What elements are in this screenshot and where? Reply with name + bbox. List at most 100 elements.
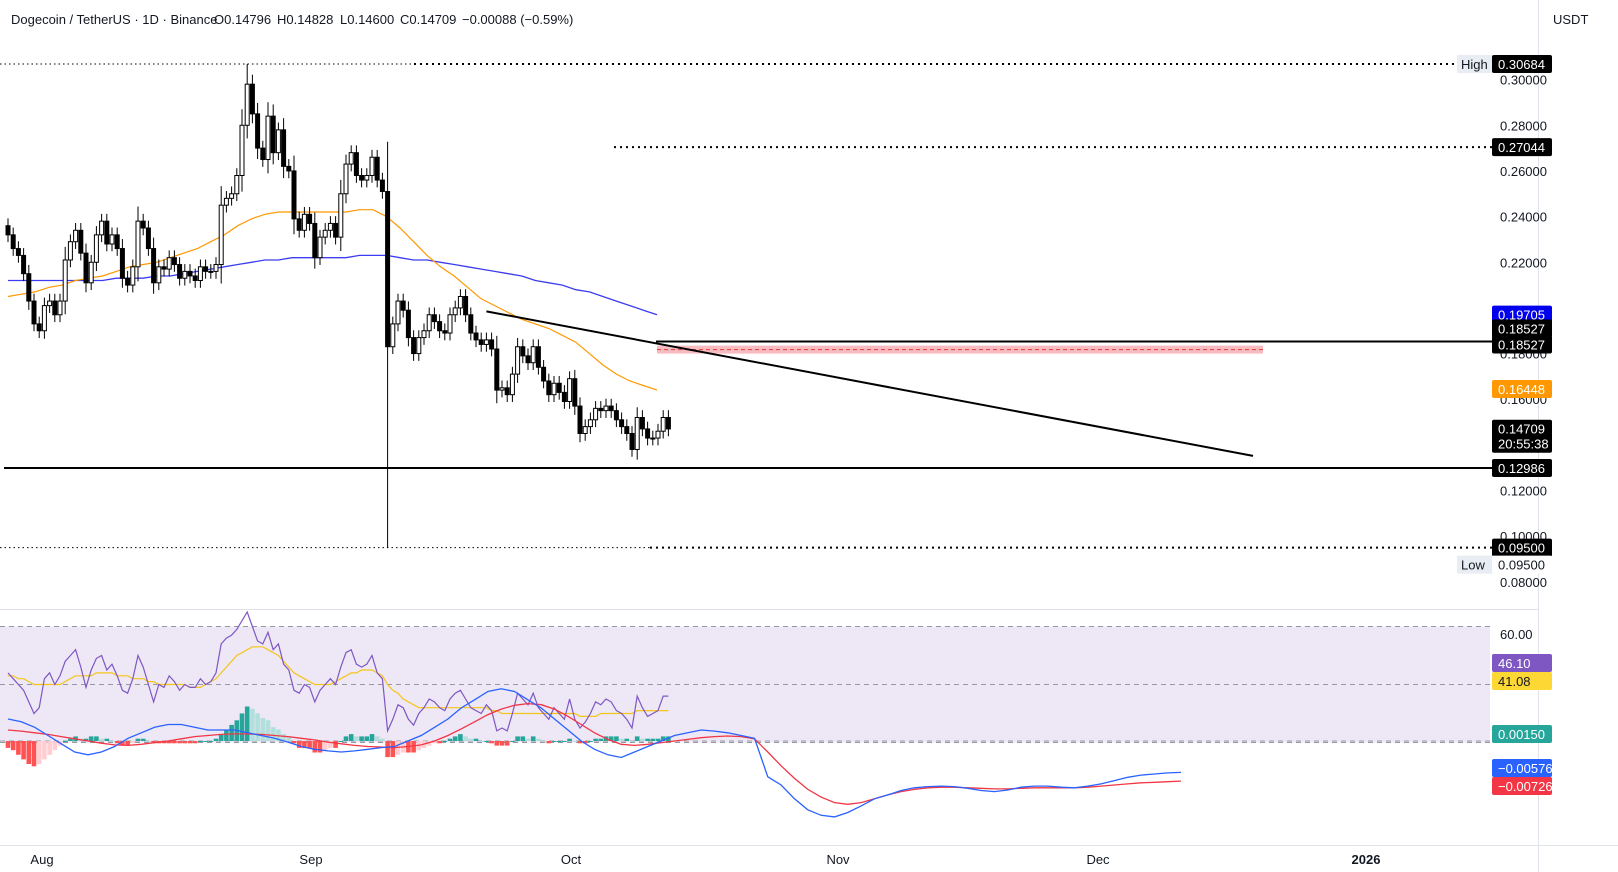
candle-body [286,165,292,172]
candle-body [145,227,151,250]
candle-body [468,314,474,334]
time-axis[interactable]: Aug Sep Oct Nov Dec 2026 [30,852,1380,867]
price-label-text: 0.14709 [1498,422,1545,437]
price-label-bg [1492,434,1552,453]
candle-body [494,348,500,391]
candle-body [218,204,224,266]
macd-hist-bar [510,741,515,742]
macd-hist-bar [598,738,604,741]
macd-hist-bar [114,741,120,744]
indicator-label-macd-value: −0.00576 [1492,759,1553,777]
ohlc-high: H0.14828 [277,12,333,27]
candle-body [587,419,593,428]
candle-body [130,266,136,286]
macd-hist-bar [645,738,650,741]
macd-hist-bar [120,741,125,746]
candle-body [93,234,99,263]
candle-body [525,355,531,364]
candle-body [161,266,167,270]
symbol-title[interactable]: Dogecoin / TetherUS · 1D · Binance [11,12,217,27]
candle-body [348,152,354,165]
candle-body [478,339,484,345]
macd-hist-bar [99,738,104,741]
ohlc-open: O0.14796 [214,12,271,27]
price-label-prefix: High [1461,57,1488,72]
candle-body [135,220,141,268]
candle-body [603,405,609,412]
macd-hist-bar [47,741,52,755]
indicator-label-signal-value: −0.00726 [1492,777,1553,795]
candle-body [5,225,11,236]
candle-body [104,220,110,245]
ohlc-low: L0.14600 [340,12,394,27]
candle-body [390,323,396,348]
macd-hist-bar [88,736,94,741]
signal-line [7,702,1182,805]
macd-hist-bar [125,741,130,746]
candle-body [405,309,411,339]
candle-body [421,330,427,339]
indicator-label-macd-hist: 0.00150 [1492,725,1552,743]
macd-hist-bar [520,736,526,741]
macd-hist-bar [146,741,151,742]
macd-hist-bar [224,729,229,741]
candle-body [234,175,240,195]
trendline[interactable] [486,310,1254,457]
candle-body [255,113,261,149]
macd-hist-bar [270,727,276,741]
candle-body [608,405,614,412]
macd-hist-bar [354,736,359,741]
candle-body [426,314,432,332]
macd-hist-bar [333,741,338,748]
candlesticks [5,64,671,548]
candle-body [327,222,333,231]
price-label-ma50: 0.16448 [1492,380,1552,399]
macd-hist-bar [359,736,364,741]
candle-body [385,190,391,348]
candle-body [567,378,573,403]
macd-hist-bar [208,741,214,742]
indicator-label-text: 0.00150 [1498,727,1545,742]
price-label-prefix-bg [1457,55,1493,73]
candle-body [624,426,630,434]
candle-body [265,115,271,161]
macd-hist-bar [442,741,448,742]
indicator-label-rsi-ma: 41.08 [1492,672,1552,690]
macd-hist-bar [608,736,614,741]
price-tick: 0.08000 [1500,575,1547,590]
price-label-low-tag: Low 0.09500 [1457,555,1552,574]
candle-body [270,115,276,154]
macd-hist-bar [546,741,552,744]
candle-body [416,337,422,355]
resistance-zone [657,345,1263,354]
macd-pane [0,688,1490,818]
candle-body [411,337,417,355]
macd-hist-bar [655,738,661,741]
price-label-support: 0.12986 [1492,459,1552,478]
macd-hist-bar [369,734,375,741]
candle-body [203,266,209,272]
candle-body [343,163,349,195]
candle-body [249,83,255,115]
downtrend-line[interactable] [486,310,1254,457]
candle-body [457,296,463,309]
candle-body [275,129,281,154]
currency-label[interactable]: USDT [1553,12,1588,27]
macd-hist-bar [588,741,593,742]
price-label-prefix: Low [1461,558,1485,573]
candle-body [166,257,172,270]
macd-hist-bar [26,741,32,764]
candle-body [551,382,557,396]
candle-body [213,264,219,272]
candle-body [561,391,567,403]
candle-body [338,193,344,238]
price-label-last: 0.14709 [1492,419,1552,438]
macd-hist-bar [172,741,177,744]
price-label-bg [1492,555,1552,574]
candle-body [312,222,318,259]
candle-body [645,428,651,439]
macd-hist-bar [130,741,136,744]
candle-body [395,300,401,325]
macd-hist-bar [478,741,484,742]
